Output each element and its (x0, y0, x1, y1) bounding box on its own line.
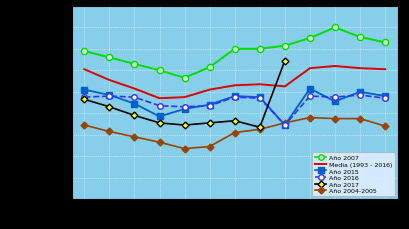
Y-axis label: Volumen (km³): Volumen (km³) (40, 75, 49, 131)
Legend: Año 2007, Media (1993 - 2016), Año 2015, Año 2016, Año 2017, Año 2004-2005: Año 2007, Media (1993 - 2016), Año 2015,… (312, 153, 393, 196)
